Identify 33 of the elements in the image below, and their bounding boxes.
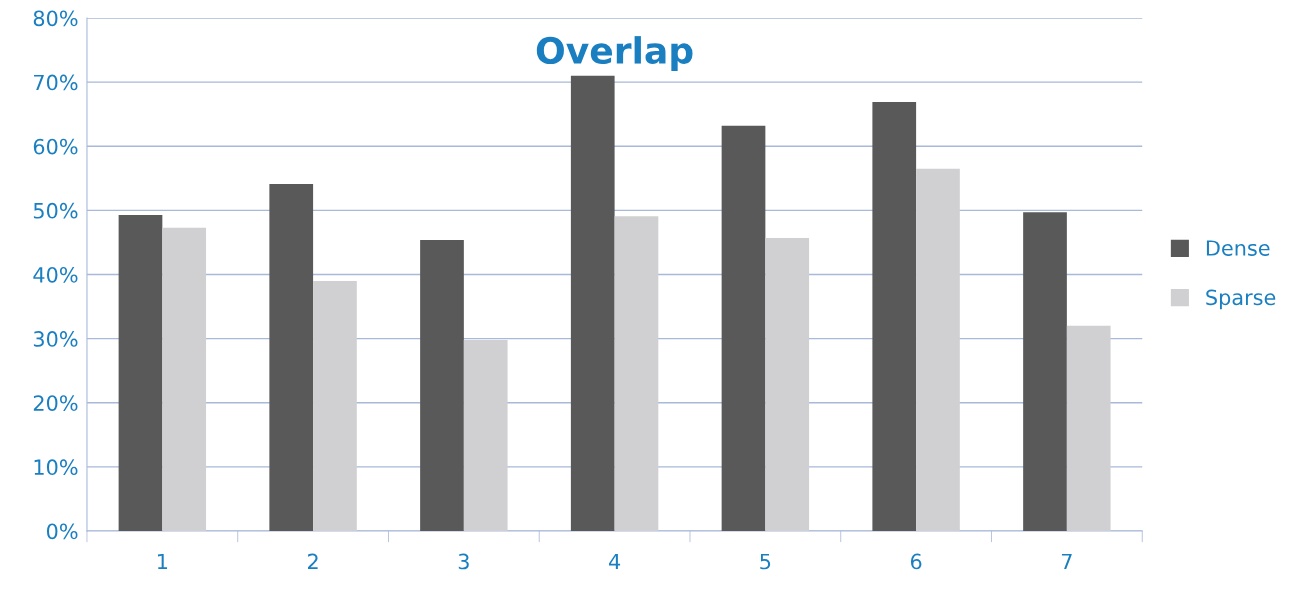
y-tick-label: 30%	[33, 331, 78, 347]
y-tick-label: 0%	[46, 523, 78, 540]
x-tick-label: 6	[910, 553, 922, 570]
bar	[765, 237, 810, 532]
y-tick-label: 10%	[34, 459, 78, 476]
x-tick-label: 1	[158, 553, 168, 570]
bar	[872, 102, 917, 532]
x-tick-label: 5	[760, 553, 771, 570]
y-tick-label: 60%	[33, 138, 78, 155]
bar	[162, 227, 207, 532]
legend-label: Sparse	[1206, 289, 1276, 310]
chart-title: Overlap	[536, 36, 693, 72]
bar	[420, 239, 464, 532]
legend-label: Dense	[1206, 240, 1270, 256]
x-tick-label: 3	[458, 553, 469, 570]
y-tick-label: 40%	[33, 266, 78, 283]
bar	[1066, 325, 1111, 532]
bar	[570, 75, 615, 532]
x-tick-label: 2	[308, 553, 318, 570]
x-tick-label: 4	[608, 553, 621, 570]
x-tick-label: 7	[1061, 553, 1072, 570]
bar	[721, 125, 766, 532]
y-tick-label: 70%	[34, 74, 78, 91]
y-tick-label: 20%	[33, 395, 78, 411]
y-tick-label: 80%	[33, 10, 78, 27]
bar	[463, 339, 508, 532]
bar	[1023, 212, 1067, 532]
bar	[614, 216, 659, 532]
y-tick-label: 50%	[33, 202, 78, 219]
bar	[916, 168, 960, 532]
bar	[118, 214, 163, 532]
bar	[269, 184, 314, 532]
bar	[313, 280, 357, 532]
